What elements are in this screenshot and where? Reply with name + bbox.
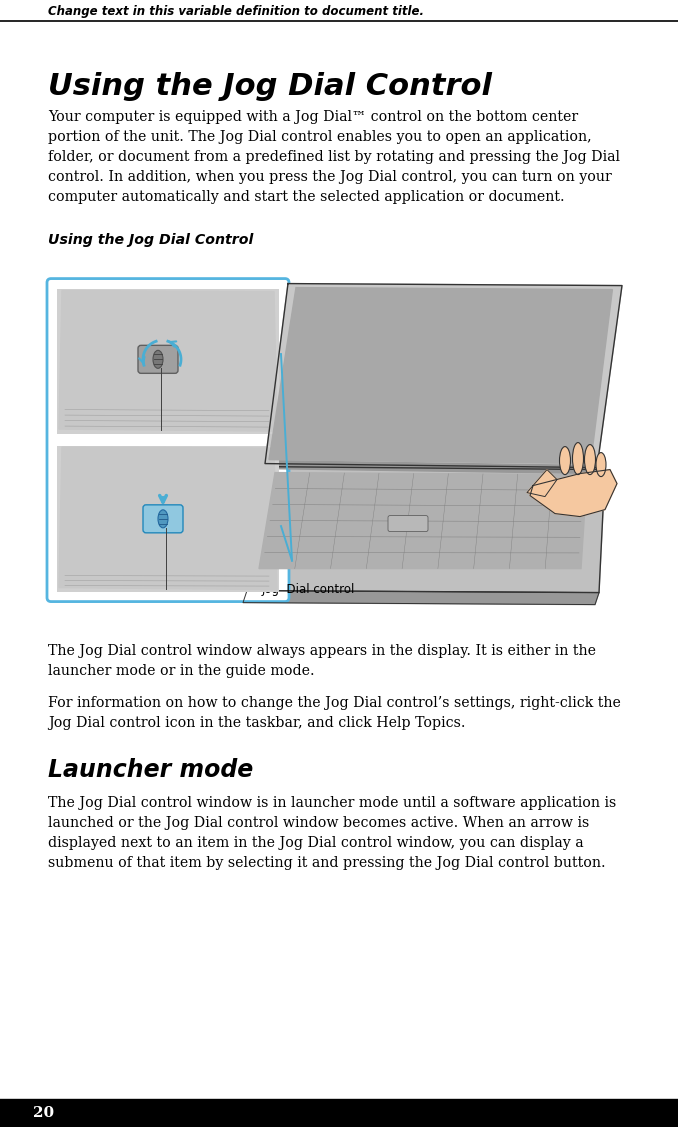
Text: submenu of that item by selecting it and pressing the Jog Dial control button.: submenu of that item by selecting it and…: [48, 857, 605, 870]
FancyBboxPatch shape: [138, 345, 178, 373]
Text: displayed next to an item in the Jog Dial control window, you can display a: displayed next to an item in the Jog Dia…: [48, 836, 584, 850]
FancyBboxPatch shape: [47, 278, 289, 602]
Text: Your computer is equipped with a Jog Dial™ control on the bottom center: Your computer is equipped with a Jog Dia…: [48, 110, 578, 124]
Text: launcher mode or in the guide mode.: launcher mode or in the guide mode.: [48, 664, 315, 677]
Text: For information on how to change the Jog Dial control’s settings, right-click th: For information on how to change the Jog…: [48, 695, 621, 710]
Text: Using the Jog Dial Control: Using the Jog Dial Control: [48, 72, 492, 101]
FancyBboxPatch shape: [388, 515, 428, 532]
Ellipse shape: [559, 446, 570, 474]
Ellipse shape: [153, 350, 163, 369]
Polygon shape: [259, 472, 587, 569]
FancyBboxPatch shape: [143, 505, 183, 533]
Text: Change text in this variable definition to document title.: Change text in this variable definition …: [48, 5, 424, 18]
Text: launched or the Jog Dial control window becomes active. When an arrow is: launched or the Jog Dial control window …: [48, 816, 589, 831]
Bar: [57, 446, 279, 592]
Bar: [0, 1099, 678, 1127]
Ellipse shape: [596, 453, 606, 477]
Text: 20: 20: [33, 1106, 54, 1120]
Polygon shape: [243, 591, 599, 604]
Polygon shape: [530, 470, 617, 516]
Polygon shape: [59, 447, 277, 589]
Text: Using the Jog Dial Control: Using the Jog Dial Control: [48, 232, 254, 247]
Text: folder, or document from a predefined list by rotating and pressing the Jog Dial: folder, or document from a predefined li…: [48, 150, 620, 165]
Text: control. In addition, when you press the Jog Dial control, you can turn on your: control. In addition, when you press the…: [48, 170, 612, 185]
Polygon shape: [265, 284, 622, 468]
Text: computer automatically and start the selected application or document.: computer automatically and start the sel…: [48, 190, 565, 204]
Polygon shape: [247, 467, 605, 593]
Polygon shape: [265, 461, 602, 473]
Text: Launcher mode: Launcher mode: [48, 758, 254, 782]
Ellipse shape: [572, 443, 584, 474]
Ellipse shape: [584, 444, 595, 474]
FancyArrowPatch shape: [159, 496, 166, 503]
Polygon shape: [269, 287, 612, 463]
Text: Jog Dial control icon in the taskbar, and click Help Topics.: Jog Dial control icon in the taskbar, an…: [48, 716, 466, 730]
Text: portion of the unit. The Jog Dial control enables you to open an application,: portion of the unit. The Jog Dial contro…: [48, 130, 592, 144]
Polygon shape: [527, 470, 557, 497]
Text: Jog  Dial control: Jog Dial control: [262, 583, 355, 595]
Text: The Jog Dial control window always appears in the display. It is either in the: The Jog Dial control window always appea…: [48, 644, 596, 657]
Text: The Jog Dial control window is in launcher mode until a software application is: The Jog Dial control window is in launch…: [48, 796, 616, 810]
Polygon shape: [59, 291, 277, 432]
Bar: [57, 289, 279, 434]
Ellipse shape: [158, 509, 168, 527]
